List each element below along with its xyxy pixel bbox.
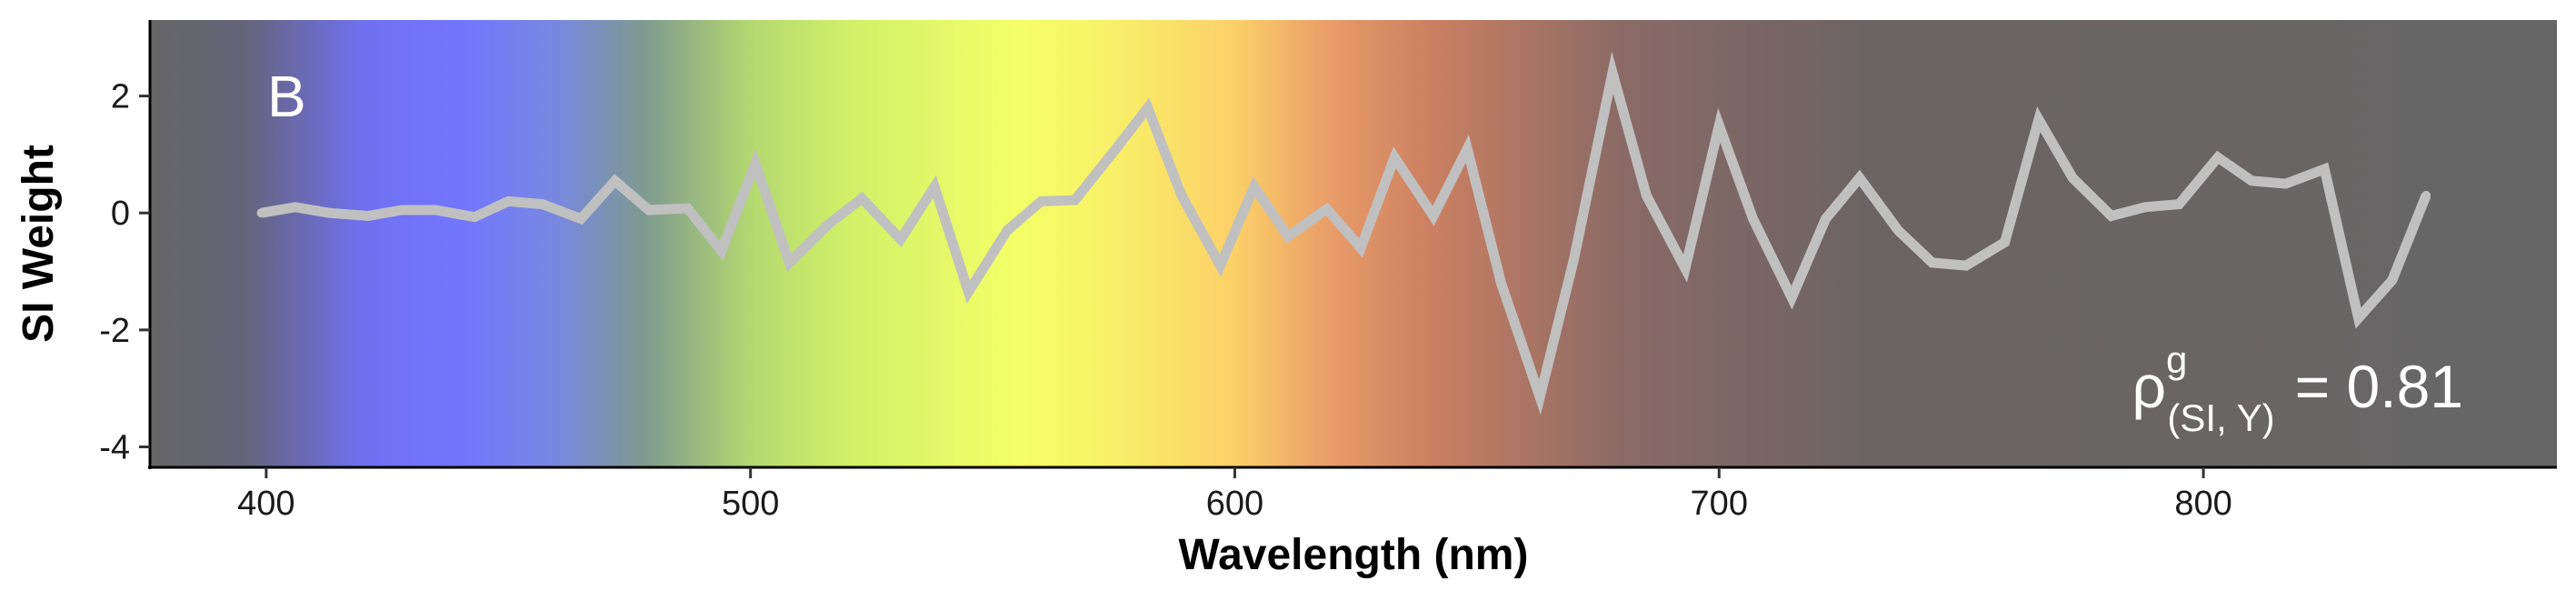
data-point	[2033, 115, 2043, 125]
data-layer	[256, 51, 2431, 416]
data-point	[537, 199, 547, 209]
annotation-superscript: g	[2166, 338, 2187, 381]
data-point	[2353, 314, 2363, 323]
data-point	[716, 246, 726, 255]
x-tick-label: 600	[1206, 485, 1263, 523]
data-point	[1569, 255, 1579, 265]
series-line-0	[260, 51, 2431, 416]
x-tick-label: 500	[722, 485, 779, 523]
x-tick-label: 800	[2174, 485, 2232, 523]
data-point	[2421, 190, 2431, 200]
data-point	[397, 205, 407, 215]
data-point	[2174, 199, 2184, 209]
data-point	[576, 214, 586, 224]
data-point	[1748, 214, 1758, 224]
data-point	[1893, 225, 1903, 235]
data-point	[431, 205, 441, 215]
axes-layer: 400 500 600 700 800 2 0 -2 -4	[99, 20, 2557, 523]
data-point	[683, 204, 693, 214]
y-tick-label: -2	[99, 312, 130, 350]
data-point	[2213, 153, 2222, 163]
annotation: ρg (SI, Y) = 0.81	[2132, 338, 2464, 439]
data-point	[930, 182, 940, 192]
data-point	[1681, 264, 1690, 274]
annotation-subscript: (SI, Y)	[2167, 396, 2274, 439]
data-point	[1496, 278, 1506, 288]
data-point	[1463, 144, 1473, 154]
data-point	[1143, 103, 1153, 113]
data-point	[504, 196, 514, 206]
y-tick-label: 0	[111, 195, 130, 233]
data-point	[2141, 202, 2151, 212]
data-point	[857, 194, 867, 204]
panel-label: B	[267, 64, 306, 129]
data-point	[1787, 293, 1797, 303]
y-axis-title: SI Weight	[15, 145, 63, 343]
data-point	[1608, 67, 1617, 77]
data-point	[1642, 190, 1652, 200]
data-point	[1249, 182, 1259, 192]
data-point	[1283, 232, 1293, 241]
data-point	[1036, 196, 1046, 206]
data-point	[1322, 204, 1332, 214]
data-point	[1854, 173, 1864, 183]
data-point	[1962, 261, 1971, 271]
data-point	[2281, 179, 2291, 189]
data-point	[2000, 237, 2010, 247]
data-point	[610, 175, 620, 185]
y-ticks: 2 0 -2 -4	[99, 78, 150, 466]
data-point	[1390, 153, 1400, 163]
x-ticks: 400 500 600 700 800	[237, 467, 2232, 523]
data-point	[363, 211, 373, 221]
data-point	[2068, 173, 2078, 183]
data-point	[2106, 211, 2116, 221]
data-point	[2320, 165, 2330, 174]
x-tick-label: 400	[237, 485, 295, 523]
data-point	[1821, 214, 1831, 224]
y-tick-label: 2	[111, 78, 130, 116]
data-point	[1070, 195, 1080, 205]
data-point	[1535, 392, 1545, 402]
data-point	[895, 235, 905, 245]
data-point	[2387, 275, 2397, 285]
data-point	[256, 208, 266, 218]
data-point	[470, 212, 479, 222]
data-point	[1714, 120, 1724, 130]
data-point	[1109, 146, 1119, 156]
data-point	[644, 205, 654, 215]
data-point	[1003, 225, 1013, 235]
annotation-symbol: ρ	[2132, 353, 2167, 420]
annotation-text: = 0.81	[2295, 353, 2463, 420]
y-tick-label: -4	[99, 428, 130, 466]
data-point	[751, 158, 760, 168]
data-point	[1356, 243, 1365, 253]
data-point	[1927, 257, 1937, 267]
x-tick-label: 700	[1691, 485, 1748, 523]
data-point	[2247, 175, 2257, 185]
data-point	[1215, 261, 1225, 271]
data-point	[784, 257, 794, 267]
data-point	[1176, 190, 1186, 200]
data-point	[964, 287, 973, 297]
data-point	[823, 220, 833, 230]
data-point	[290, 202, 300, 212]
data-point	[1428, 211, 1438, 221]
data-point	[324, 208, 334, 218]
x-axis-title: Wavelength (nm)	[1179, 531, 1529, 579]
